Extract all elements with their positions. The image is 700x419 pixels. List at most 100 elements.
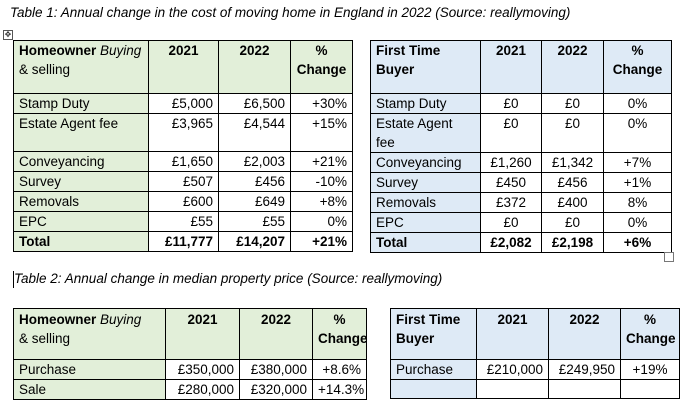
cell-2022: £2,003 — [218, 151, 291, 172]
cell-2022: £6,500 — [218, 93, 291, 114]
cell-2021: £55 — [148, 211, 219, 232]
total-row: Total £11,777 £14,207 +21% — [13, 231, 353, 252]
resize-icon[interactable] — [664, 252, 674, 262]
cell-2022: £2,198 — [541, 232, 604, 253]
cell-change: +21% — [290, 151, 353, 172]
header-2022: 2022 — [218, 40, 291, 94]
table2-caption: Table 2: Annual change in median propert… — [14, 271, 443, 286]
header-change: % Change — [603, 40, 672, 94]
cell-change: +21% — [290, 231, 353, 252]
cell-2021: £600 — [148, 191, 219, 212]
table-row: EPC £55 £55 0% — [13, 211, 353, 232]
cell-change: +6% — [603, 232, 672, 253]
header-2022: 2022 — [239, 308, 313, 360]
row-label: EPC — [13, 211, 149, 232]
cell-change: +30% — [290, 93, 353, 114]
header-homeowner: Homeowner Buying & selling — [13, 308, 166, 360]
table1-caption: Table 1: Annual change in the cost of mo… — [10, 5, 571, 20]
cell-2022: £649 — [218, 191, 291, 212]
header-change: % Change — [290, 40, 353, 94]
cell-2022: £4,544 — [218, 113, 291, 152]
cell-2021 — [476, 379, 549, 399]
cell-change: +19% — [620, 359, 680, 380]
row-label: Total — [370, 232, 481, 253]
row-label: Removals — [370, 192, 481, 213]
cell-2022: £0 — [541, 212, 604, 233]
row-label: Total — [13, 231, 149, 252]
table2-first-time-buyer: First Time Buyer 2021 2022 % Change Purcha… — [390, 308, 680, 399]
header-2021: 2021 — [476, 308, 549, 360]
cell-2022: £1,342 — [541, 152, 604, 173]
cell-2021: £0 — [480, 212, 542, 233]
cell-2021: £280,000 — [165, 379, 240, 400]
header-first-time-buyer: First Time Buyer — [370, 40, 481, 94]
cell-2021: £372 — [480, 192, 542, 213]
cell-2021: £350,000 — [165, 359, 240, 380]
row-label: Sale — [13, 379, 166, 400]
row-label — [390, 379, 477, 399]
header-2022: 2022 — [541, 40, 604, 94]
table-row: Stamp Duty £0 £0 0% — [370, 93, 672, 114]
cell-2021: £1,260 — [480, 152, 542, 173]
row-label: Estate Agent fee — [13, 113, 149, 152]
table-row: Purchase £210,000 £249,950 +19% — [390, 359, 680, 380]
row-label: Stamp Duty — [370, 93, 481, 114]
table-row: Survey £507 £456 -10% — [13, 171, 353, 192]
cell-change: +8.6% — [312, 359, 367, 380]
row-label: Conveyancing — [370, 152, 481, 173]
cell-2022: £0 — [541, 113, 604, 153]
cell-2022: £0 — [541, 93, 604, 114]
table-row: Removals £600 £649 +8% — [13, 191, 353, 212]
cell-2021: £2,082 — [480, 232, 542, 253]
table-header-row: First Time Buyer 2021 2022 % Change — [390, 308, 680, 360]
cell-2022: £249,950 — [548, 359, 621, 380]
table-row: Conveyancing £1,260 £1,342 +7% — [370, 152, 672, 173]
cell-change: +14.3% — [312, 379, 367, 400]
cell-2022: £14,207 — [218, 231, 291, 252]
move-icon[interactable]: ✥ — [3, 30, 13, 40]
cell-change: 0% — [603, 93, 672, 114]
cell-change: 0% — [290, 211, 353, 232]
cell-2021: £3,965 — [148, 113, 219, 152]
cell-change: +8% — [290, 191, 353, 212]
cell-change: +1% — [603, 172, 672, 193]
row-label: Stamp Duty — [13, 93, 149, 114]
table2-homeowner: Homeowner Buying & selling 2021 2022 % Cha… — [13, 308, 368, 400]
table-header-row: First Time Buyer 2021 2022 % Change — [370, 40, 672, 94]
cell-2022: £456 — [218, 171, 291, 192]
table-row: Sale £280,000 £320,000 +14.3% — [13, 379, 367, 400]
header-change: % Change — [620, 308, 680, 360]
cell-2021: £450 — [480, 172, 542, 193]
cell-change: -10% — [290, 171, 353, 192]
cell-2021: £5,000 — [148, 93, 219, 114]
cell-change: 0% — [603, 113, 672, 153]
cell-change: 0% — [603, 212, 672, 233]
row-label: Survey — [13, 171, 149, 192]
table-row: Conveyancing £1,650 £2,003 +21% — [13, 151, 353, 172]
cell-2021: £210,000 — [476, 359, 549, 380]
header-2021: 2021 — [165, 308, 240, 360]
table1-first-time-buyer: First Time Buyer 2021 2022 % Change Stamp … — [370, 40, 672, 253]
header-change: % Change — [312, 308, 368, 360]
cell-2022 — [548, 379, 621, 399]
table-row: Estate Agent fee £3,965 £4,544 +15% — [13, 113, 353, 152]
cell-2022: £400 — [541, 192, 604, 213]
table-row: Purchase £350,000 £380,000 +8.6% — [13, 359, 367, 380]
table-row: Removals £372 £400 8% — [370, 192, 672, 213]
cell-2022: £456 — [541, 172, 604, 193]
cell-2021: £0 — [480, 93, 542, 114]
cell-change — [620, 379, 680, 399]
cell-change: 8% — [603, 192, 672, 213]
table-row — [390, 379, 680, 399]
header-first-time-buyer: First Time Buyer — [390, 308, 477, 360]
header-2021: 2021 — [480, 40, 542, 94]
table-header-row: Homeowner Buying & selling 2021 2022 % Cha… — [13, 308, 368, 360]
cell-2021: £11,777 — [148, 231, 219, 252]
table1-homeowner: Homeowner Buying & selling 2021 2022 % Cha… — [13, 40, 353, 252]
table-row: Survey £450 £456 +1% — [370, 172, 672, 193]
header-2022: 2022 — [548, 308, 621, 360]
table-row: EPC £0 £0 0% — [370, 212, 672, 233]
total-row: Total £2,082 £2,198 +6% — [370, 232, 672, 253]
cell-2022: £55 — [218, 211, 291, 232]
cell-change: +15% — [290, 113, 353, 152]
